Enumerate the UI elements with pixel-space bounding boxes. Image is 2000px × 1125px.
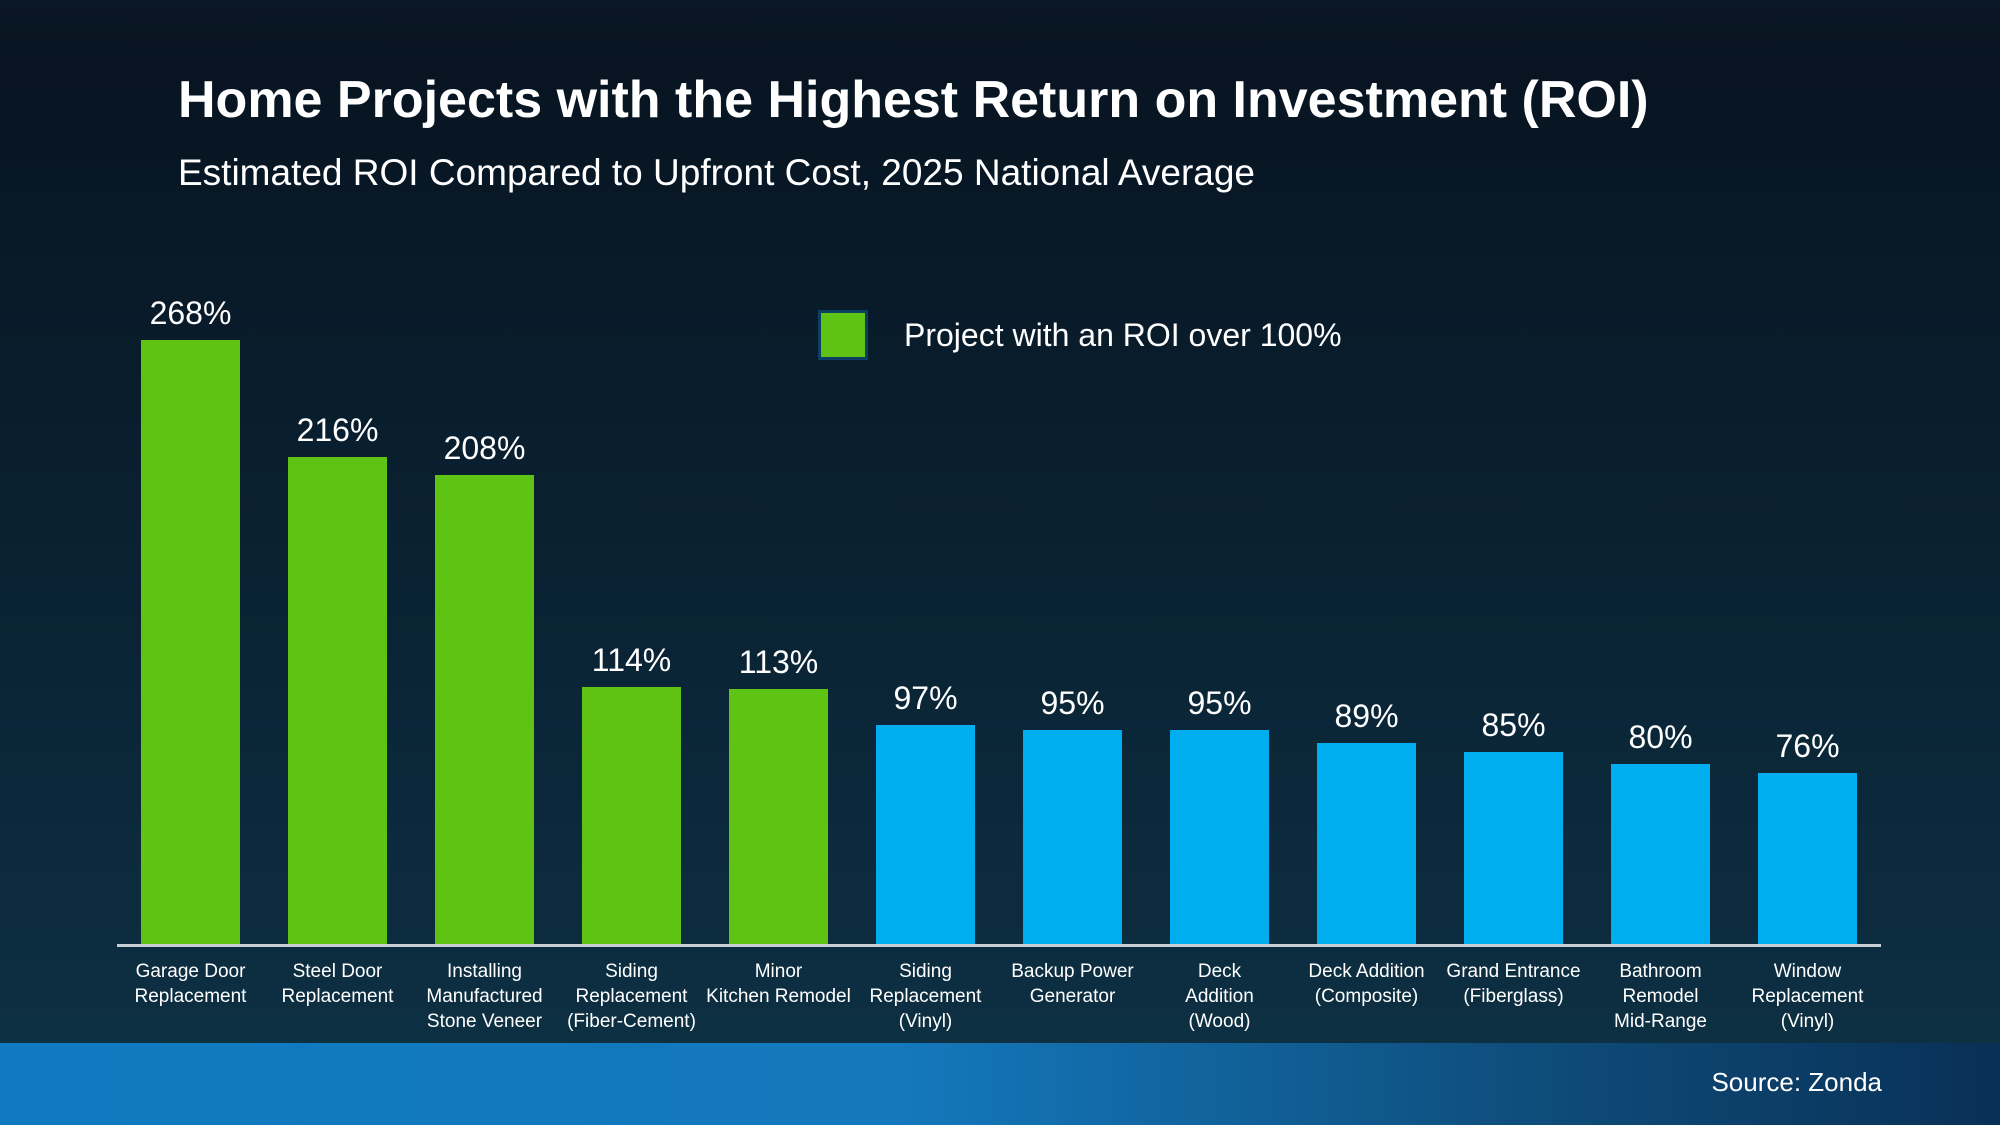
bar-column: 268% xyxy=(117,294,264,944)
bar-value-label: 80% xyxy=(1628,719,1693,755)
bar-value-label: 208% xyxy=(443,430,526,466)
category-label: Steel Door Replacement xyxy=(281,961,394,1008)
legend-label: Project with an ROI over 100% xyxy=(904,316,1342,353)
bar xyxy=(582,687,681,944)
bar-column: 97% xyxy=(852,294,999,944)
bar-column: 76% xyxy=(1734,294,1881,944)
chart-subtitle: Estimated ROI Compared to Upfront Cost, … xyxy=(178,152,1255,193)
bar-column: 95% xyxy=(999,294,1146,944)
category-label: Bathroom Remodel Mid-Range xyxy=(1614,961,1707,1033)
category-label: Garage Door Replacement xyxy=(134,961,247,1008)
bar-column: 95% xyxy=(1146,294,1293,944)
bar-column: 113% xyxy=(705,294,852,944)
bar-column: 85% xyxy=(1440,294,1587,944)
category-label: Installing Manufactured Stone Veneer xyxy=(426,961,543,1033)
bar xyxy=(288,457,387,944)
category-label: Backup Power Generator xyxy=(1011,961,1134,1008)
bar-column: 208% xyxy=(411,294,558,944)
category-label: Deck Addition (Wood) xyxy=(1185,961,1254,1033)
legend-swatch-icon xyxy=(818,310,868,360)
bar-group: 268% 216% 208% 114% 113% 97% 95% 95% 89% 85% 80% 76… xyxy=(117,294,1881,944)
bar-column: 216% xyxy=(264,294,411,944)
bar xyxy=(1464,752,1563,944)
bar-value-label: 97% xyxy=(893,680,958,716)
bar-column: 80% xyxy=(1587,294,1734,944)
bar-value-label: 216% xyxy=(296,412,379,448)
category-label: Siding Replacement (Vinyl) xyxy=(869,961,982,1033)
source-attribution: Source: Zonda xyxy=(1711,1067,1882,1097)
bar xyxy=(1023,730,1122,944)
bar xyxy=(435,475,534,944)
x-axis-line xyxy=(117,944,1881,947)
bar-column: 114% xyxy=(558,294,705,944)
category-label: Deck Addition (Composite) xyxy=(1308,961,1425,1008)
bar-value-label: 89% xyxy=(1334,698,1399,734)
category-label: Window Replacement (Vinyl) xyxy=(1751,961,1864,1033)
bar-value-label: 268% xyxy=(149,295,232,331)
category-labels: Garage Door Replacement Steel Door Replac… xyxy=(117,959,1881,1034)
bar-value-label: 85% xyxy=(1481,707,1546,743)
footer-band: Source: Zonda xyxy=(0,1043,2000,1125)
bar-value-label: 95% xyxy=(1187,685,1252,721)
bar xyxy=(1758,773,1857,944)
bar xyxy=(1170,730,1269,944)
bar-value-label: 95% xyxy=(1040,685,1105,721)
category-label: Siding Replacement (Fiber-Cement) xyxy=(567,961,696,1033)
legend: Project with an ROI over 100% xyxy=(818,310,1342,360)
bar-value-label: 114% xyxy=(591,642,672,678)
bar xyxy=(141,340,240,944)
category-label: Minor Kitchen Remodel xyxy=(706,961,851,1008)
bar xyxy=(1611,764,1710,944)
bar xyxy=(729,689,828,944)
category-label: Grand Entrance (Fiberglass) xyxy=(1446,961,1581,1008)
chart-title: Home Projects with the Highest Return on… xyxy=(178,71,1649,129)
bar-value-label: 76% xyxy=(1775,728,1840,764)
bar-value-label: 113% xyxy=(738,644,819,680)
bar-column: 89% xyxy=(1293,294,1440,944)
bar xyxy=(1317,743,1416,944)
bar xyxy=(876,725,975,944)
